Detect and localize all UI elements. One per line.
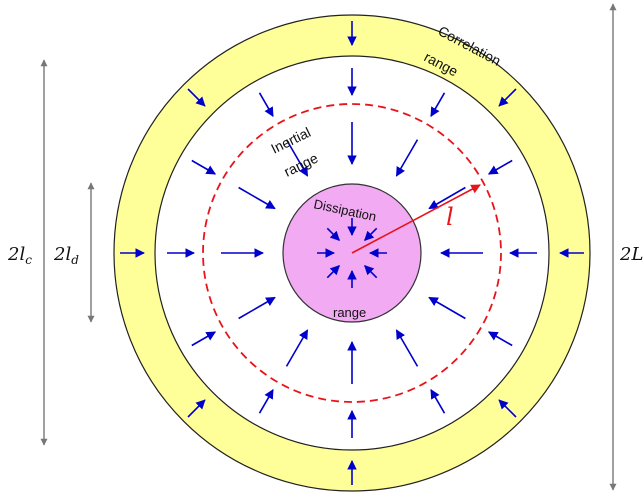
inward-arrow-inner-5 [395, 329, 419, 367]
inertial-range-circle [202, 103, 502, 403]
inward-arrow-inner-8 [238, 296, 276, 320]
inward-arrow-middle-1 [430, 92, 446, 118]
inward-arrow-core-1 [364, 227, 378, 241]
radius-arrow [351, 184, 481, 254]
energy-flux-arrows [120, 21, 584, 485]
label-2L: 2L [619, 244, 643, 265]
inward-arrow-middle-4 [487, 331, 513, 347]
inward-arrow-core-7 [326, 227, 340, 241]
inward-arrow-outer-7 [187, 88, 206, 107]
label-2lc: 2lc [7, 244, 32, 267]
inward-arrow-outer-3 [498, 399, 517, 418]
inward-arrow-inner-4 [428, 296, 466, 320]
inward-arrow-inner-1 [395, 139, 419, 177]
dissipation-range-label: range [333, 305, 366, 320]
inward-arrow-inner-10 [238, 186, 276, 210]
inward-arrow-inner-7 [285, 329, 309, 367]
inward-arrow-middle-2 [487, 159, 513, 175]
inward-arrow-middle-8 [191, 331, 217, 347]
radius-label: l [446, 203, 454, 231]
inward-arrow-core-5 [326, 265, 340, 279]
inward-arrow-inner-2 [428, 186, 466, 210]
inward-arrow-outer-5 [187, 399, 206, 418]
inward-arrow-core-3 [364, 265, 378, 279]
inward-arrow-inner-11 [285, 139, 309, 177]
inward-arrow-outer-1 [498, 88, 517, 107]
inward-arrow-middle-5 [430, 388, 446, 414]
inward-arrow-middle-11 [258, 92, 274, 118]
label-2ld: 2ld [53, 244, 79, 267]
inward-arrow-middle-7 [258, 388, 274, 414]
inward-arrow-middle-10 [191, 159, 217, 175]
